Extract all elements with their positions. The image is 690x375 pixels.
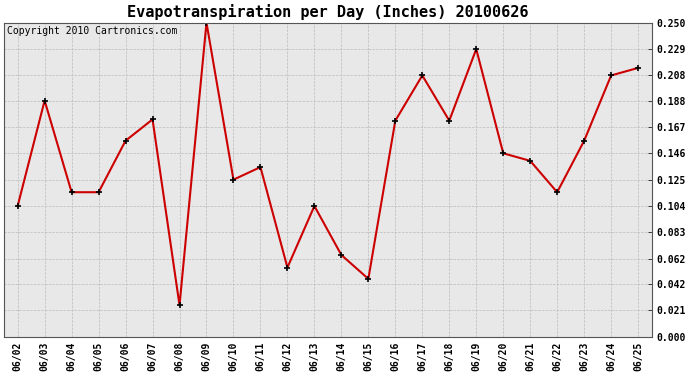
Title: Evapotranspiration per Day (Inches) 20100626: Evapotranspiration per Day (Inches) 2010…	[127, 4, 529, 20]
Text: Copyright 2010 Cartronics.com: Copyright 2010 Cartronics.com	[8, 26, 178, 36]
